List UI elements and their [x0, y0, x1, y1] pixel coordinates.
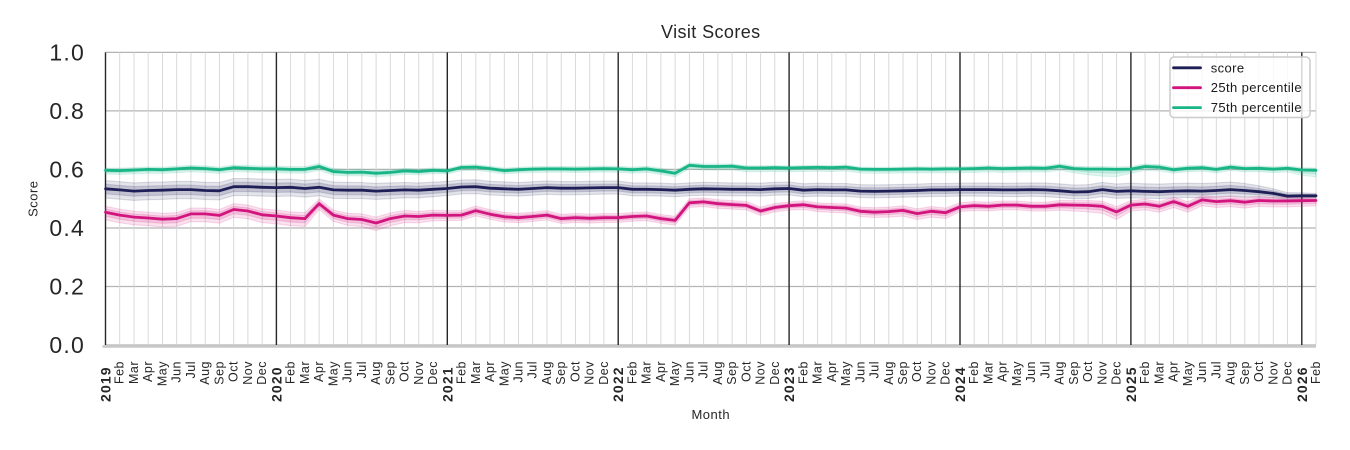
svg-text:Month: Month	[691, 407, 730, 422]
svg-text:Apr: Apr	[1167, 361, 1181, 382]
svg-text:Nov: Nov	[412, 361, 426, 385]
svg-text:Feb: Feb	[284, 361, 298, 384]
svg-text:Aug: Aug	[882, 361, 896, 385]
svg-text:May: May	[326, 361, 340, 386]
svg-text:2026: 2026	[1294, 366, 1310, 402]
svg-text:2023: 2023	[781, 366, 797, 402]
svg-text:2020: 2020	[268, 366, 284, 402]
svg-text:Mar: Mar	[127, 361, 141, 384]
svg-text:Nov: Nov	[925, 361, 939, 385]
svg-text:Nov: Nov	[1266, 361, 1280, 385]
svg-text:May: May	[668, 361, 682, 386]
svg-text:Apr: Apr	[996, 361, 1010, 382]
svg-text:Sep: Sep	[1238, 361, 1252, 385]
svg-text:May: May	[1010, 361, 1024, 386]
svg-text:0.0: 0.0	[49, 332, 85, 358]
svg-text:Jul: Jul	[355, 361, 369, 378]
svg-text:Jul: Jul	[526, 361, 540, 378]
svg-text:Dec: Dec	[1281, 361, 1295, 385]
svg-text:Jun: Jun	[1195, 361, 1209, 383]
svg-text:25th percentile: 25th percentile	[1211, 80, 1302, 95]
svg-text:Jun: Jun	[512, 361, 526, 383]
svg-text:2019: 2019	[98, 366, 114, 402]
svg-text:Aug: Aug	[1224, 361, 1238, 385]
svg-text:Score: Score	[26, 180, 41, 216]
svg-text:Visit Scores: Visit Scores	[661, 22, 761, 42]
svg-text:Oct: Oct	[739, 361, 753, 382]
svg-text:May: May	[1181, 361, 1195, 386]
svg-text:Feb: Feb	[1138, 361, 1152, 384]
svg-text:Oct: Oct	[398, 361, 412, 382]
svg-text:2025: 2025	[1123, 366, 1139, 402]
svg-text:score: score	[1211, 60, 1245, 75]
svg-text:Jun: Jun	[682, 361, 696, 383]
svg-text:Nov: Nov	[754, 361, 768, 385]
svg-text:Dec: Dec	[426, 361, 440, 385]
svg-text:1.0: 1.0	[49, 39, 85, 65]
svg-text:Sep: Sep	[896, 361, 910, 385]
svg-text:Oct: Oct	[910, 361, 924, 382]
svg-text:Nov: Nov	[1095, 361, 1109, 385]
svg-text:Jul: Jul	[1038, 361, 1052, 378]
svg-text:2021: 2021	[439, 366, 455, 402]
svg-text:Aug: Aug	[540, 361, 554, 385]
svg-text:Apr: Apr	[312, 361, 326, 382]
svg-text:Mar: Mar	[469, 361, 483, 384]
svg-text:May: May	[839, 361, 853, 386]
svg-text:Sep: Sep	[383, 361, 397, 385]
svg-text:Nov: Nov	[241, 361, 255, 385]
svg-text:Jul: Jul	[697, 361, 711, 378]
svg-text:Feb: Feb	[796, 361, 810, 384]
svg-text:Aug: Aug	[711, 361, 725, 385]
svg-text:Mar: Mar	[1152, 361, 1166, 384]
svg-text:Apr: Apr	[825, 361, 839, 382]
svg-text:2024: 2024	[952, 366, 968, 402]
svg-text:Oct: Oct	[227, 361, 241, 382]
svg-text:Dec: Dec	[255, 361, 269, 385]
svg-text:Aug: Aug	[1053, 361, 1067, 385]
svg-text:Oct: Oct	[1252, 361, 1266, 382]
svg-text:Dec: Dec	[597, 361, 611, 385]
svg-text:Jun: Jun	[170, 361, 184, 383]
svg-text:75th percentile: 75th percentile	[1211, 100, 1302, 115]
svg-text:Sep: Sep	[554, 361, 568, 385]
svg-text:Dec: Dec	[1110, 361, 1124, 385]
svg-text:Jul: Jul	[184, 361, 198, 378]
svg-text:May: May	[497, 361, 511, 386]
svg-text:0.8: 0.8	[49, 98, 85, 124]
svg-text:Oct: Oct	[569, 361, 583, 382]
svg-text:0.4: 0.4	[49, 215, 85, 241]
svg-text:Nov: Nov	[583, 361, 597, 385]
svg-text:Feb: Feb	[455, 361, 469, 384]
svg-text:Mar: Mar	[640, 361, 654, 384]
svg-text:Oct: Oct	[1081, 361, 1095, 382]
svg-text:Jun: Jun	[1024, 361, 1038, 383]
svg-text:0.6: 0.6	[49, 156, 85, 182]
svg-text:0.2: 0.2	[49, 274, 85, 300]
svg-text:Apr: Apr	[483, 361, 497, 382]
svg-text:Mar: Mar	[982, 361, 996, 384]
svg-text:Sep: Sep	[212, 361, 226, 385]
svg-text:Mar: Mar	[811, 361, 825, 384]
svg-text:Apr: Apr	[654, 361, 668, 382]
svg-text:Jul: Jul	[1209, 361, 1223, 378]
svg-text:Dec: Dec	[768, 361, 782, 385]
svg-text:Dec: Dec	[939, 361, 953, 385]
svg-text:Jun: Jun	[341, 361, 355, 383]
svg-text:Feb: Feb	[967, 361, 981, 384]
svg-text:2022: 2022	[610, 366, 626, 402]
svg-text:Sep: Sep	[725, 361, 739, 385]
svg-text:Aug: Aug	[369, 361, 383, 385]
svg-text:Aug: Aug	[198, 361, 212, 385]
svg-text:Mar: Mar	[298, 361, 312, 384]
svg-text:Jul: Jul	[868, 361, 882, 378]
svg-text:Jun: Jun	[853, 361, 867, 383]
svg-text:Sep: Sep	[1067, 361, 1081, 385]
svg-text:Apr: Apr	[141, 361, 155, 382]
svg-text:Feb: Feb	[1309, 361, 1323, 384]
svg-text:Feb: Feb	[113, 361, 127, 384]
svg-text:Feb: Feb	[625, 361, 639, 384]
svg-text:May: May	[156, 361, 170, 386]
